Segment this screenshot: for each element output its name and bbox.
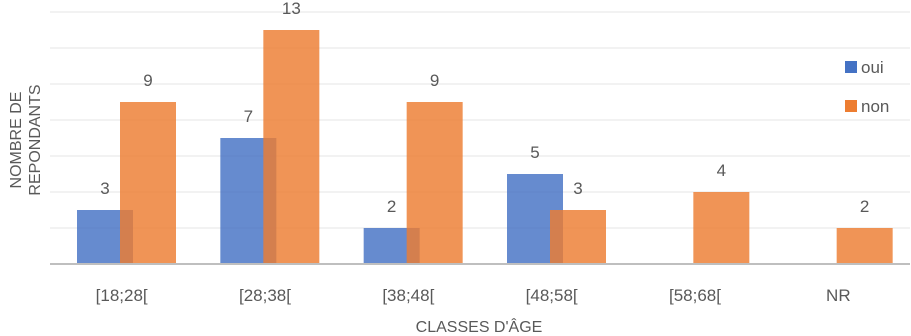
bar-non-3 xyxy=(550,210,606,264)
x-tick-label-0: [18;28[ xyxy=(96,286,148,305)
legend-label-non: non xyxy=(861,97,889,116)
bar-non-2 xyxy=(406,102,463,264)
bar-non-4 xyxy=(693,192,750,264)
data-label-non-2: 9 xyxy=(430,71,439,90)
data-labels: 3 7 2 5 9 13 9 3 4 2 xyxy=(100,0,869,216)
data-label-oui-0: 3 xyxy=(100,179,109,198)
legend-swatch-non xyxy=(845,100,857,112)
x-tick-label-4: [58;68[ xyxy=(669,286,721,305)
x-tick-label-5: NR xyxy=(826,286,851,305)
bar-non-5 xyxy=(836,228,893,264)
data-label-oui-3: 5 xyxy=(530,143,539,162)
data-label-oui-1: 7 xyxy=(244,107,253,126)
data-label-oui-2: 2 xyxy=(387,197,396,216)
legend-label-oui: oui xyxy=(861,58,884,77)
legend: oui non xyxy=(845,58,889,116)
x-tick-labels: [18;28[ [28;38[ [38;48[ [48;58[ [58;68[ NR xyxy=(96,286,851,305)
data-label-non-4: 4 xyxy=(717,161,726,180)
bar-non-1 xyxy=(263,30,320,264)
series-non-bars xyxy=(120,30,893,264)
data-label-non-3: 3 xyxy=(573,179,582,198)
x-axis-title: CLASSES D'ÂGE xyxy=(416,317,543,336)
legend-swatch-oui xyxy=(845,61,857,73)
y-axis-title-line-1: NOMBRE DE xyxy=(8,92,25,189)
data-label-non-0: 9 xyxy=(143,71,152,90)
data-label-non-5: 2 xyxy=(860,197,869,216)
x-tick-label-2: [38;48[ xyxy=(382,286,434,305)
y-axis-title: NOMBRE DE REPONDANTS xyxy=(8,84,44,195)
y-axis-title-line-2: REPONDANTS xyxy=(27,84,44,195)
gridlines xyxy=(50,11,910,229)
x-tick-label-3: [48;58[ xyxy=(526,286,578,305)
x-tick-label-1: [28;38[ xyxy=(239,286,291,305)
bar-non-0 xyxy=(120,102,176,264)
data-label-non-1: 13 xyxy=(282,0,301,18)
